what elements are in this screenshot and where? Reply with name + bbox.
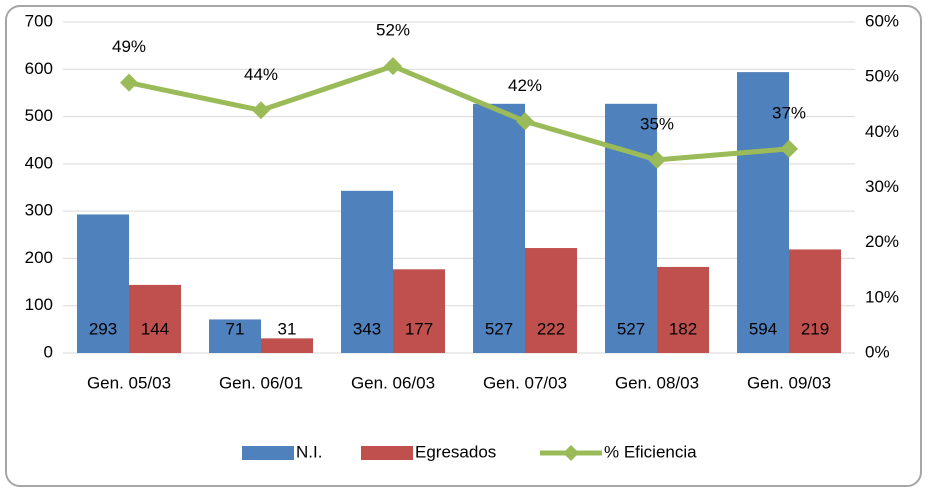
bar	[605, 103, 657, 353]
chart-frame	[5, 5, 922, 487]
y2-tick-label: 60%	[865, 11, 899, 30]
bar	[261, 338, 313, 353]
bar	[341, 190, 393, 353]
bar-value-label: 527	[485, 319, 513, 338]
bar	[525, 248, 577, 353]
y-tick-label: 400	[25, 153, 53, 172]
line-value-label: 44%	[244, 65, 278, 84]
y2-tick-label: 30%	[865, 177, 899, 196]
y-tick-label: 300	[25, 201, 53, 220]
bar	[77, 214, 129, 353]
bar-value-label: 222	[537, 319, 565, 338]
bar-value-label: 71	[226, 319, 245, 338]
bar-value-label: 343	[353, 319, 381, 338]
x-tick-label: Gen. 08/03	[615, 373, 699, 392]
legend-label: N.I.	[296, 442, 322, 461]
line-value-label: 37%	[772, 103, 806, 122]
line-marker	[384, 57, 402, 76]
line-value-label: 52%	[376, 21, 410, 40]
legend-label: % Eficiencia	[604, 442, 697, 461]
y-tick-label: 100	[25, 295, 53, 314]
line-marker	[648, 150, 666, 169]
x-tick-label: Gen. 07/03	[483, 373, 567, 392]
legend-swatch	[361, 446, 413, 460]
bar	[473, 103, 525, 353]
bar-value-label: 219	[801, 319, 829, 338]
line-value-label: 49%	[112, 37, 146, 56]
y2-tick-label: 10%	[865, 287, 899, 306]
bar-value-label: 177	[405, 319, 433, 338]
legend-marker	[563, 445, 579, 461]
legend-swatch	[242, 446, 294, 460]
bar	[393, 269, 445, 353]
bar	[657, 266, 709, 353]
x-tick-label: Gen. 05/03	[87, 373, 171, 392]
x-tick-label: Gen. 06/01	[219, 373, 303, 392]
bar	[737, 72, 789, 353]
y-tick-label: 0	[44, 342, 53, 361]
line-value-label: 42%	[508, 76, 542, 95]
bar-value-label: 182	[669, 319, 697, 338]
bar-value-label: 527	[617, 319, 645, 338]
bar	[129, 284, 181, 353]
y-tick-label: 200	[25, 248, 53, 267]
bar-value-label: 31	[278, 319, 297, 338]
line-marker	[780, 139, 798, 158]
line-value-label: 35%	[640, 114, 674, 133]
bar-value-label: 293	[89, 319, 117, 338]
y2-tick-label: 50%	[865, 67, 899, 86]
y-tick-label: 600	[25, 59, 53, 78]
bar	[789, 249, 841, 353]
line	[128, 63, 790, 163]
bar-value-label: 144	[141, 319, 169, 338]
x-tick-label: Gen. 06/03	[351, 373, 435, 392]
y2-tick-label: 0%	[865, 342, 890, 361]
bar	[209, 319, 261, 353]
y2-tick-label: 40%	[865, 122, 899, 141]
line-marker	[516, 112, 534, 131]
line-marker	[252, 101, 270, 120]
bar-value-label: 594	[749, 319, 777, 338]
legend-label: Egresados	[415, 442, 496, 461]
y-tick-label: 700	[25, 11, 53, 30]
y2-tick-label: 20%	[865, 232, 899, 251]
x-tick-label: Gen. 09/03	[747, 373, 831, 392]
line-marker	[120, 73, 138, 92]
y-tick-label: 500	[25, 106, 53, 125]
